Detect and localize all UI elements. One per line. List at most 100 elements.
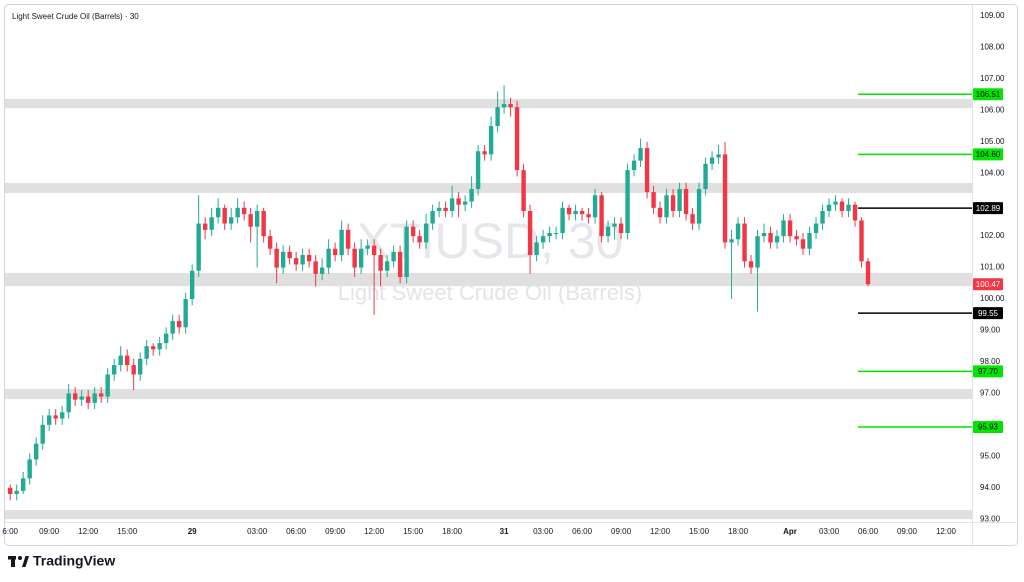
candle-body (85, 396, 91, 403)
level-label: 102.89 (976, 204, 1001, 213)
candle-body (241, 207, 247, 215)
candle-body (553, 232, 559, 234)
zone (5, 510, 972, 520)
candle-body (742, 223, 747, 262)
candle-body (176, 321, 182, 328)
y-tick-label: 105.00 (980, 137, 1005, 146)
y-tick-label: 104.00 (980, 168, 1005, 177)
candle-body (33, 443, 39, 460)
candle-body (79, 396, 84, 400)
y-tick-label: 99.00 (980, 326, 1001, 335)
candle-body (306, 255, 312, 262)
x-tick-label: 06:00 (286, 527, 307, 536)
candle-body (755, 236, 760, 268)
candle-body (826, 204, 832, 211)
candle-body (475, 151, 481, 189)
candle-body (300, 255, 305, 265)
candle-body (391, 251, 396, 262)
level-label-bg (973, 421, 1003, 434)
logo-mark (11, 556, 15, 567)
x-tick-label: 12:00 (650, 527, 671, 536)
candle-body (248, 214, 253, 227)
candle-body (98, 393, 104, 397)
candle-body (787, 220, 793, 237)
candle-body (46, 415, 52, 425)
watermark: XTIUSD, 30 (357, 213, 624, 269)
candle-body (235, 207, 240, 218)
candle-body (72, 393, 78, 400)
candle-body (157, 343, 162, 350)
logo-text: TradingView (33, 553, 115, 569)
candle-body (462, 201, 468, 205)
candle-body (183, 299, 188, 328)
candle-body (404, 226, 409, 278)
last-price-label-bg (973, 278, 1003, 291)
level-label-bg (973, 88, 1003, 101)
candle-body (20, 478, 26, 491)
candle-body (27, 459, 32, 479)
candle-body (670, 195, 676, 211)
level-label-bg (973, 148, 1003, 161)
candle-body (547, 232, 552, 237)
candle-body (508, 104, 513, 108)
y-tick-label: 106.00 (980, 105, 1005, 114)
candle-body (358, 248, 364, 268)
candle-body (709, 157, 715, 164)
candle-body (222, 207, 227, 224)
candle-body (735, 223, 741, 240)
zone (5, 182, 972, 194)
x-tick-label: 6:00 (2, 527, 18, 536)
candle-body (605, 226, 611, 237)
zone (5, 99, 972, 109)
x-tick-label: 31 (500, 527, 509, 536)
candle-body (495, 107, 500, 127)
x-tick-label: 09:00 (39, 527, 60, 536)
candle-body (274, 248, 279, 268)
candle-body (170, 321, 175, 334)
candle-body (703, 163, 708, 189)
candle-body (345, 229, 351, 249)
y-tick-label: 95.00 (980, 451, 1001, 460)
candle-body (417, 236, 422, 243)
candle-body (644, 148, 650, 193)
candle-body (722, 154, 728, 243)
level-label: 97.70 (978, 367, 999, 376)
candle-body (352, 248, 357, 268)
candle-body (436, 207, 442, 211)
x-tick-label: 12:00 (78, 527, 99, 536)
candle-body (430, 210, 435, 224)
candle-body (319, 267, 325, 274)
candle-body (111, 365, 117, 375)
candle-body (677, 188, 682, 211)
candle-body (449, 198, 455, 211)
candle-body (371, 245, 377, 256)
y-tick-label: 93.00 (980, 514, 1001, 523)
candle-body (690, 214, 695, 224)
candle-body (105, 374, 110, 397)
x-tick-label: 06:00 (858, 527, 879, 536)
candle-body (579, 210, 585, 215)
candle-body (488, 126, 494, 155)
candle-body (716, 154, 721, 158)
zone (5, 388, 972, 400)
candle-body (326, 248, 331, 268)
x-tick-label: 03:00 (533, 527, 554, 536)
candle-body (729, 239, 734, 243)
candle-body (800, 239, 806, 249)
candle-body (40, 424, 45, 444)
x-tick-label: 18:00 (442, 527, 463, 536)
y-tick-label: 109.00 (980, 11, 1005, 20)
x-tick-label: 06:00 (572, 527, 593, 536)
y-tick-label: 107.00 (980, 74, 1005, 83)
candle-body (761, 232, 767, 237)
candle-body (384, 261, 390, 271)
candle-body (625, 170, 630, 233)
candle-body (521, 170, 526, 211)
candle-body (423, 223, 429, 243)
candle-body (527, 210, 533, 256)
logo-mark (18, 556, 22, 560)
chart-title: Light Sweet Crude Oil (Barrels) · 30 (12, 12, 139, 21)
y-tick-label: 100.00 (980, 294, 1005, 303)
candle-body (144, 346, 149, 359)
candle-body (807, 232, 812, 249)
